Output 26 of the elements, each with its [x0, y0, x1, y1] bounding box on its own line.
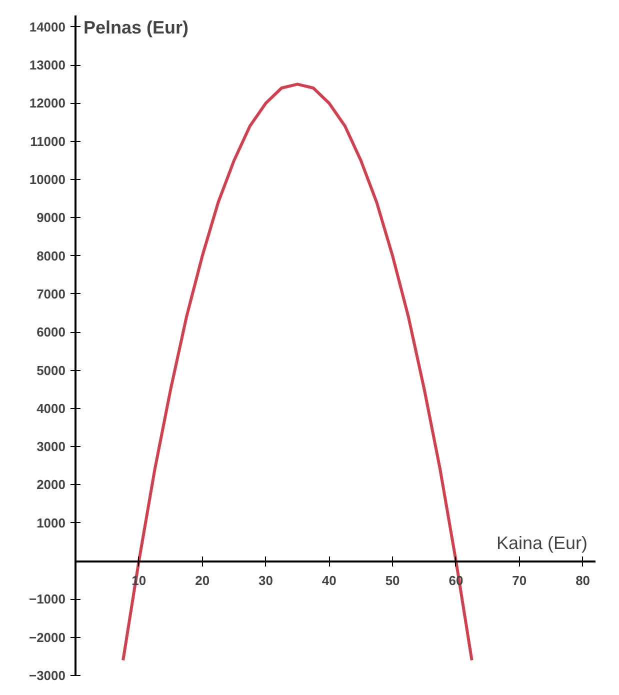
y-tick-label: 7000 — [36, 286, 66, 302]
y-tick-label: 3000 — [36, 439, 66, 454]
y-tick-label: 6000 — [36, 324, 66, 340]
line-series — [122, 82, 474, 662]
x-tick-label: 50 — [385, 573, 400, 588]
y-tick-label: 9000 — [36, 210, 66, 226]
x-tick-label: 20 — [195, 573, 210, 588]
y-tick-label: 12000 — [29, 96, 66, 111]
y-tick-label: −3000 — [28, 668, 66, 683]
y-tick-label: −2000 — [28, 630, 66, 645]
x-tick-label: 80 — [576, 573, 590, 588]
y-tick-label: 5000 — [36, 362, 66, 378]
y-tick-label: 8000 — [36, 248, 66, 264]
y-tick-label: 2000 — [36, 477, 66, 492]
y-tick-label: −1000 — [28, 592, 66, 607]
x-tick-label: 70 — [512, 573, 527, 588]
y-tick-label: 4000 — [36, 400, 66, 416]
y-tick-label: 1000 — [36, 515, 66, 530]
x-tick-label: 30 — [258, 573, 273, 588]
y-tick-label: 13000 — [29, 58, 66, 73]
x-axis-title: Kaina (Eur) — [496, 533, 588, 554]
y-tick-label: 11000 — [30, 134, 66, 149]
x-tick-label: 40 — [322, 573, 336, 588]
y-tick-label: 14000 — [29, 19, 66, 34]
y-tick-label: 10000 — [29, 172, 66, 188]
y-axis-title: Pelnas (Eur) — [84, 18, 189, 38]
